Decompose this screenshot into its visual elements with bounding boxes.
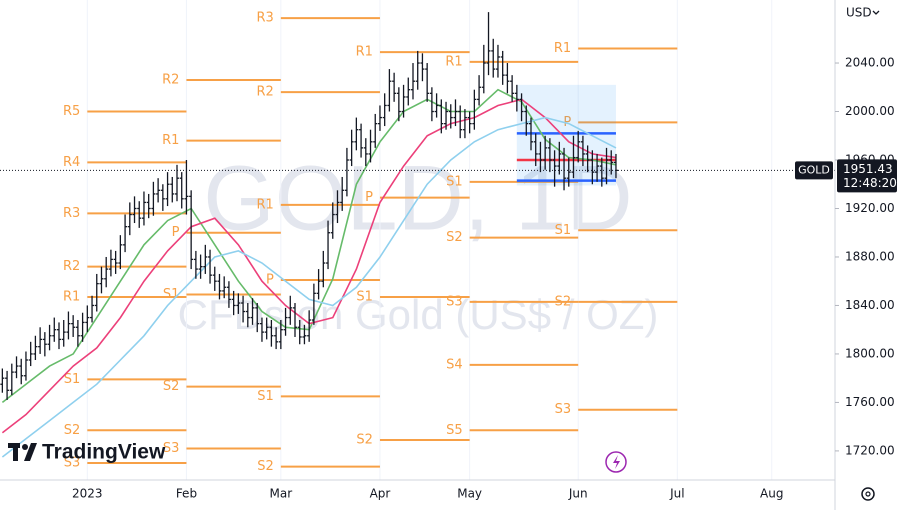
pivot-label: S3 <box>446 294 463 309</box>
pivot-label: R2 <box>63 259 80 274</box>
pivot-label: R1 <box>162 133 179 148</box>
pivot-label: S2 <box>555 294 572 309</box>
pivot-label: S1 <box>163 287 180 302</box>
logo[interactable]: TradingView <box>8 441 166 464</box>
currency[interactable]: USD <box>846 6 872 20</box>
plot: R5 R4 R3 R2 R1 S1 S2 S3 R2 R1 P S1 S2 S3 R3 R2 R1 P S1 S2 R1… <box>0 0 835 480</box>
pivot-label: S3 <box>163 441 180 456</box>
pivot-label: R1 <box>554 41 571 56</box>
pivot-label: R2 <box>162 73 179 88</box>
countdown: 12:48:20 <box>843 176 897 190</box>
last-price-label: 1951.43 <box>843 162 893 176</box>
pivot-label: P <box>266 273 274 288</box>
pivot-label: R3 <box>63 206 80 221</box>
pivot-label: S4 <box>446 357 463 372</box>
moving-average <box>1 116 617 458</box>
x-tick-label: 2023 <box>72 487 103 501</box>
watermark-subtitle: CFDs on Gold (US$ / OZ) <box>178 291 659 338</box>
profile-box <box>516 84 616 186</box>
pivot-label: R4 <box>63 155 80 170</box>
brand: TradingView <box>42 441 166 464</box>
pivot-label: R1 <box>63 289 80 304</box>
logo-part <box>24 443 37 461</box>
pivot-label: P <box>172 225 180 240</box>
currency-chevron[interactable] <box>872 10 880 15</box>
alert-icon[interactable] <box>605 451 627 473</box>
logo-part <box>22 444 28 450</box>
y-tick-label: 1720.00 <box>845 443 895 457</box>
pivot-label: S3 <box>64 456 81 471</box>
x-tick-label: Aug <box>760 487 783 501</box>
x-tick-label: Jul <box>669 487 684 501</box>
pivot-label: R5 <box>63 104 80 119</box>
x-tick-label: Mar <box>270 487 293 501</box>
y-tick-label: 1880.00 <box>845 249 895 263</box>
symbol-label: GOLD <box>798 163 830 176</box>
x-tick-label: Feb <box>176 487 197 501</box>
symbol-tag <box>795 161 833 180</box>
settings-icon-center <box>865 491 871 497</box>
pivot-label: S1 <box>555 223 572 238</box>
pivot-label: S2 <box>163 379 180 394</box>
logo-part <box>13 443 18 461</box>
x-tick-label: Jun <box>568 487 588 501</box>
settings-icon[interactable] <box>861 487 875 501</box>
pivot-label: S1 <box>64 372 81 387</box>
x-tick-label: Apr <box>370 487 391 501</box>
pivot-label: S2 <box>356 433 373 448</box>
alert-bolt <box>613 455 620 469</box>
pivot-label: S2 <box>446 230 463 245</box>
price-tag <box>837 159 897 193</box>
pivot-label: S1 <box>446 174 463 189</box>
pivot-label: R2 <box>257 85 274 100</box>
y-tick-label: 1920.00 <box>845 201 895 215</box>
pivot-label: S2 <box>64 423 81 438</box>
y-tick-label: 2040.00 <box>845 56 895 70</box>
pivot-label: S1 <box>356 289 373 304</box>
y-tick-label: 1760.00 <box>845 395 895 409</box>
y-tick-label: 1840.00 <box>845 298 895 312</box>
y-tick-label: 1800.00 <box>845 346 895 360</box>
pivot-label: S5 <box>446 423 463 438</box>
pivot-label: S1 <box>257 389 274 404</box>
pivot-label: R1 <box>257 197 274 212</box>
pivot-label: P <box>365 190 373 205</box>
pivot-label: S3 <box>555 402 572 417</box>
x-tick-label: May <box>457 487 482 501</box>
pivot-label: R1 <box>445 54 462 69</box>
pivot-label: R1 <box>356 45 373 60</box>
pivot-label: S2 <box>257 459 274 474</box>
y-tick-label: 2000.00 <box>845 104 895 118</box>
pivot-label: R3 <box>257 11 274 26</box>
